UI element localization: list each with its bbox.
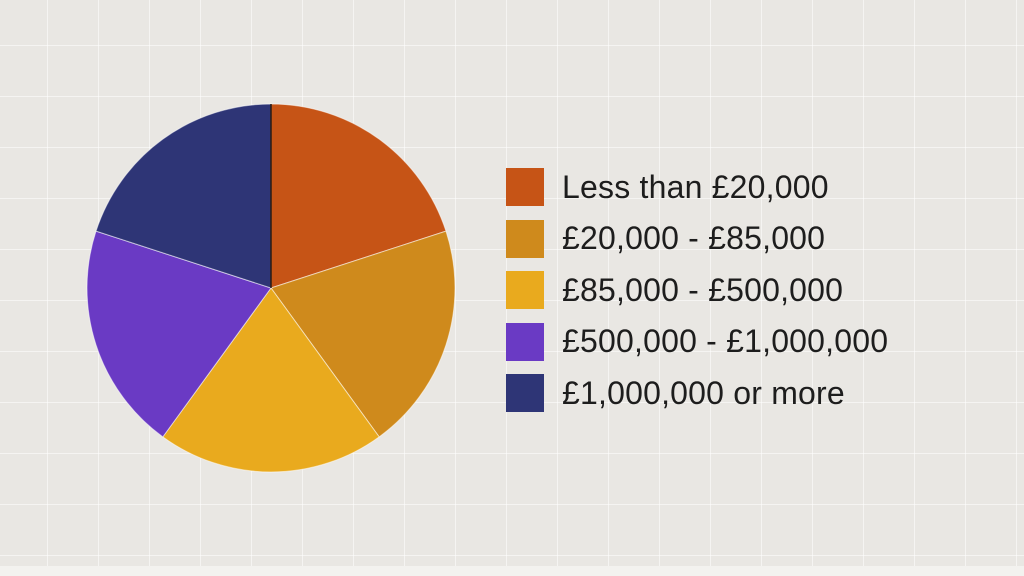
- legend: Less than £20,000 £20,000 - £85,000 £85,…: [506, 166, 966, 424]
- legend-swatch: [506, 374, 544, 412]
- pie-slice: [270, 230, 456, 438]
- legend-label: Less than £20,000: [562, 168, 829, 205]
- legend-label: £1,000,000 or more: [562, 374, 845, 411]
- bottom-strip: [0, 566, 1024, 576]
- legend-item: £500,000 - £1,000,000: [506, 321, 966, 363]
- legend-swatch: [506, 168, 544, 206]
- pie-slice: [95, 103, 272, 289]
- pie-slice: [270, 103, 447, 289]
- pie-slice: [162, 287, 380, 473]
- legend-item: £85,000 - £500,000: [506, 269, 966, 311]
- legend-label: £500,000 - £1,000,000: [562, 323, 889, 359]
- legend-swatch: [506, 271, 544, 309]
- legend-item: Less than £20,000: [506, 166, 966, 208]
- pie-slice: [86, 230, 272, 438]
- legend-label: £85,000 - £500,000: [562, 271, 844, 308]
- legend-label: £20,000 - £85,000: [562, 220, 826, 256]
- legend-swatch: [506, 219, 544, 258]
- legend-item: £20,000 - £85,000: [506, 218, 966, 260]
- legend-swatch: [506, 322, 544, 361]
- legend-item: £1,000,000 or more: [506, 372, 966, 414]
